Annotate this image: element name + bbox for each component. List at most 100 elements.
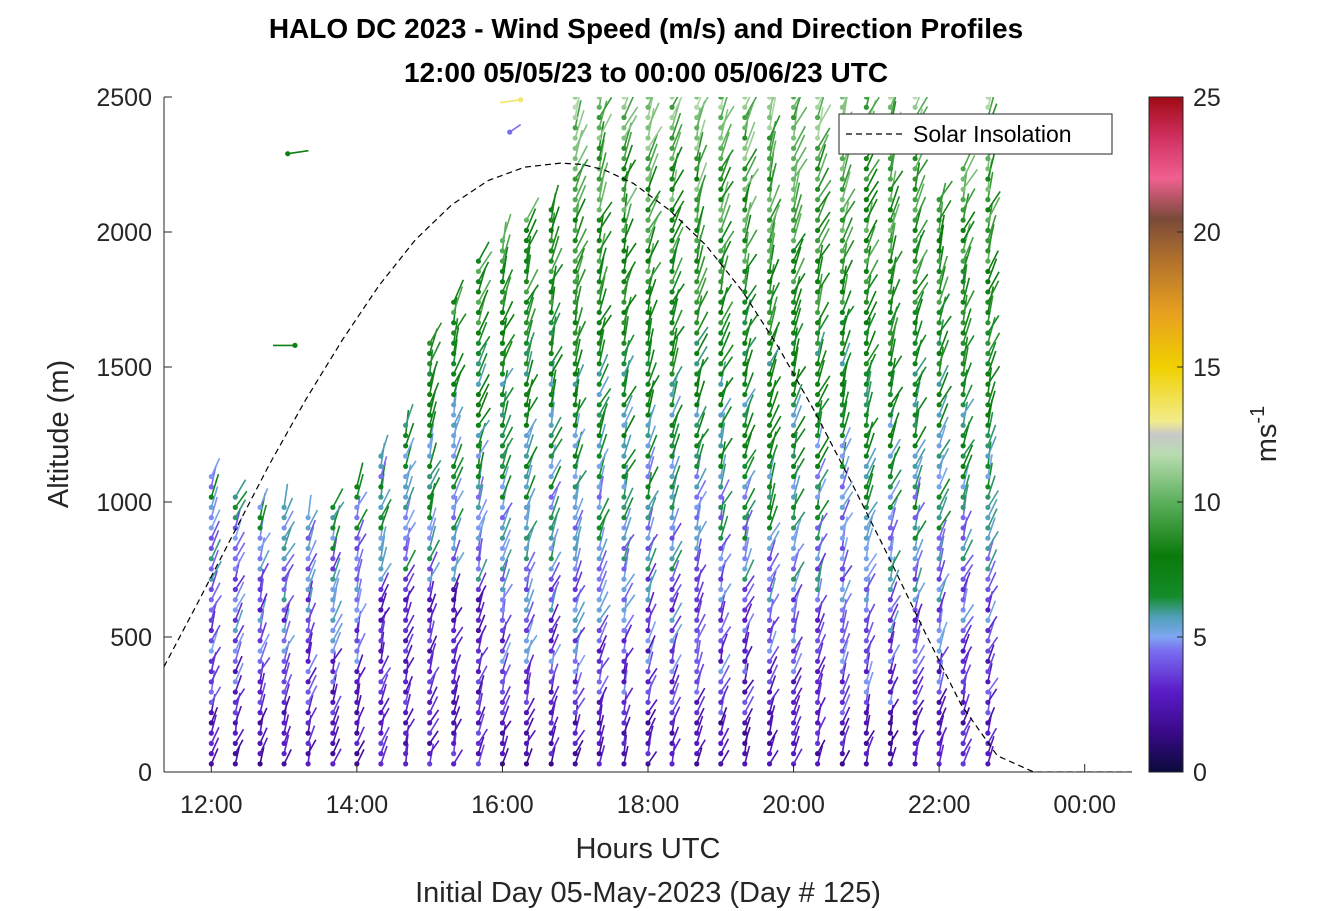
wind-barb-point	[645, 710, 651, 716]
wind-barb	[356, 666, 366, 683]
wind-barb-point	[208, 566, 214, 572]
wind-barb	[987, 97, 995, 118]
wind-barb-point	[403, 566, 409, 572]
wind-barb-point	[572, 494, 578, 500]
wind-barb-point	[863, 371, 869, 377]
wind-barb-point	[985, 166, 991, 172]
wind-barb-point	[694, 751, 700, 757]
wind-barb	[792, 735, 800, 754]
wind-barb-point	[475, 494, 482, 500]
wind-barb-point	[499, 525, 506, 531]
wind-barb	[477, 342, 488, 365]
wind-barb-point	[621, 607, 627, 613]
wind-barb	[816, 359, 825, 385]
wind-barb-point	[669, 248, 675, 254]
wind-barb-point	[281, 658, 287, 664]
wind-barb-point	[499, 391, 506, 398]
wind-barb-point	[790, 412, 797, 418]
wind-barb	[647, 226, 656, 252]
wind-barb	[332, 600, 343, 621]
wind-barb-point	[403, 535, 409, 541]
wind-barb	[283, 526, 292, 549]
wind-barb-point	[596, 689, 602, 695]
wind-barb-point	[669, 97, 675, 100]
wind-barb	[914, 666, 925, 683]
wind-barb	[525, 208, 537, 231]
wind-barb	[501, 234, 511, 262]
wind-barb-point	[839, 258, 845, 264]
wind-barb-point	[257, 607, 263, 613]
wind-barb-point	[621, 761, 627, 767]
wind-barb-point	[839, 515, 845, 521]
wind-barb	[380, 697, 390, 713]
wind-barb-point	[766, 248, 773, 254]
wind-barb	[938, 214, 946, 241]
wind-barb-point	[814, 617, 821, 623]
wind-barb	[210, 549, 219, 570]
wind-barb	[404, 509, 415, 529]
wind-barb-point	[451, 371, 457, 377]
wind-barb-point	[766, 391, 773, 398]
wind-barb-point	[548, 627, 554, 634]
wind-barb	[234, 531, 245, 549]
wind-barb-point	[694, 515, 700, 521]
wind-barb	[865, 563, 877, 580]
wind-barb-point	[863, 361, 869, 367]
wind-barb-point	[645, 576, 651, 582]
wind-barb	[914, 334, 927, 354]
wind-barb-point	[475, 576, 482, 582]
wind-barb-point	[208, 576, 214, 582]
wind-barb-point	[572, 668, 578, 675]
wind-barb	[792, 146, 807, 170]
wind-barb	[380, 655, 390, 672]
wind-barb-point	[257, 710, 263, 716]
wind-barb-point	[718, 679, 724, 685]
wind-barb-point	[790, 197, 797, 203]
wind-barb-point	[232, 494, 238, 500]
wind-barb	[234, 499, 247, 519]
wind-barb-point	[572, 248, 578, 254]
wind-barb-point	[718, 97, 724, 100]
wind-barb	[768, 415, 782, 436]
wind-barb-point	[305, 535, 311, 541]
wind-barb	[938, 646, 950, 662]
wind-barb	[525, 308, 536, 334]
wind-barb-point	[523, 720, 530, 726]
wind-barb-point	[281, 504, 287, 510]
wind-barb	[696, 479, 707, 498]
wind-barb-point	[378, 751, 384, 757]
wind-barb-point	[523, 412, 530, 418]
wind-barb-point	[790, 217, 797, 223]
wind-barb	[889, 610, 899, 631]
wind-barb-point	[766, 720, 773, 726]
wind-barb	[574, 428, 586, 447]
wind-barb-point	[814, 597, 821, 603]
wind-barb-point	[475, 320, 482, 326]
wind-barb-point	[518, 97, 524, 103]
wind-barb-point	[669, 617, 675, 623]
wind-barb-point	[790, 556, 797, 562]
wind-barb-point	[507, 129, 513, 135]
wind-barb-point	[936, 607, 942, 613]
wind-barb	[525, 290, 535, 313]
wind-barb-point	[305, 525, 311, 531]
wind-barb	[623, 261, 637, 283]
chart-title: HALO DC 2023 - Wind Speed (m/s) and Dire…	[269, 13, 1023, 44]
wind-barb-point	[912, 299, 918, 305]
wind-barb	[283, 683, 290, 703]
wind-barb	[696, 520, 708, 539]
wind-barb	[987, 97, 992, 108]
wind-barb	[962, 384, 973, 406]
wind-barb	[623, 487, 634, 508]
wind-barb	[962, 264, 968, 293]
wind-barb-point	[839, 207, 845, 213]
wind-barb-point	[378, 474, 384, 480]
wind-barb	[380, 735, 389, 754]
wind-barb-point	[766, 689, 773, 695]
wind-barb	[574, 654, 586, 672]
wind-barb	[865, 158, 880, 180]
wind-barb	[380, 726, 390, 744]
wind-barb	[768, 198, 782, 221]
wind-barb-point	[523, 258, 530, 264]
wind-barb-point	[427, 535, 433, 541]
